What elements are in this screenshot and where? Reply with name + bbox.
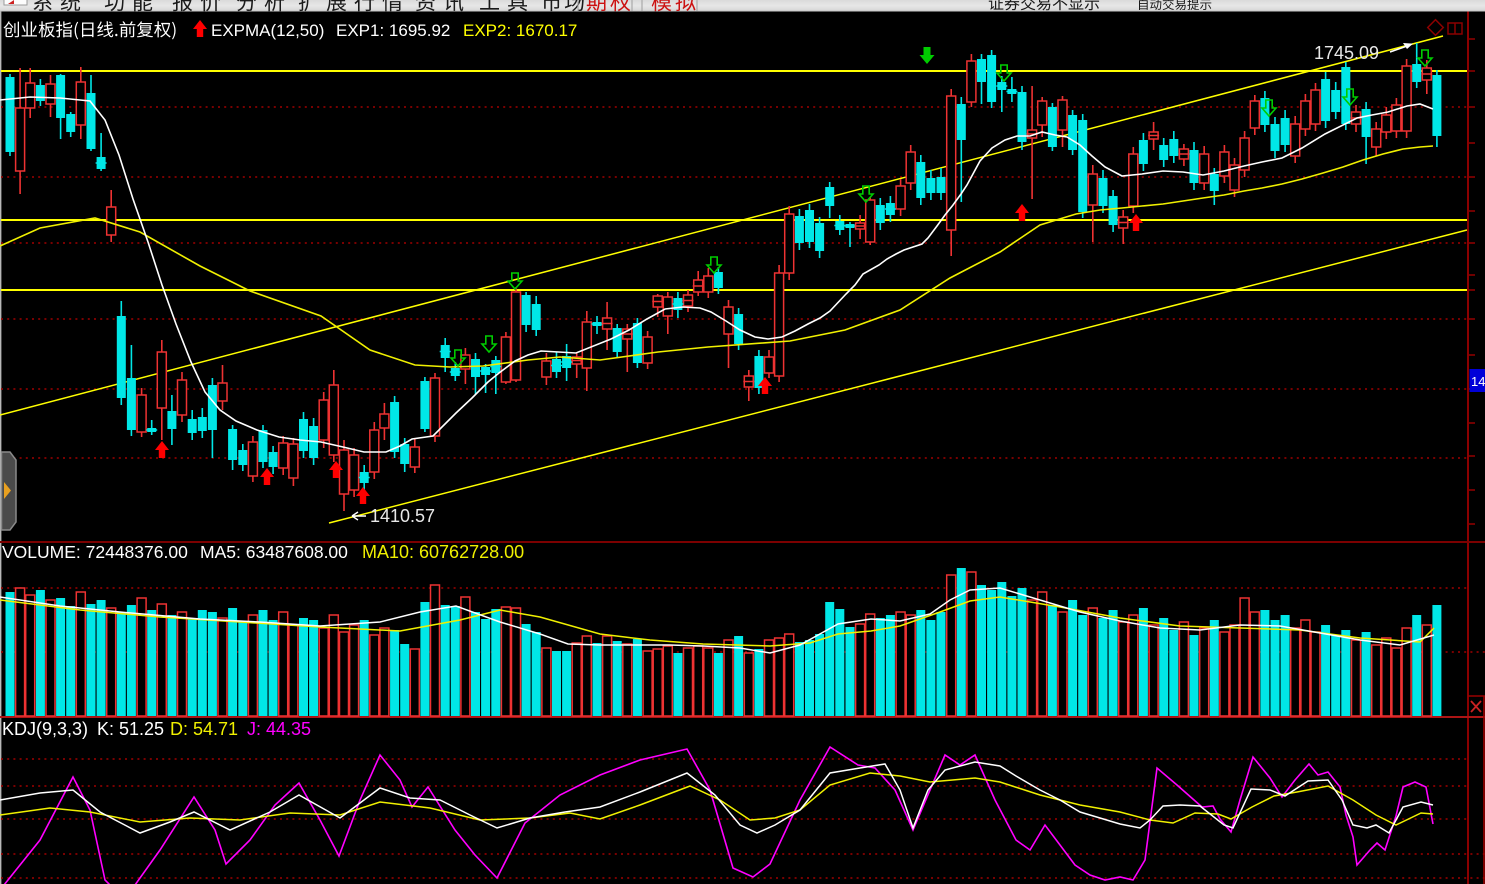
svg-text:K: 51.25: K: 51.25	[97, 719, 164, 739]
svg-text:EXP2: 1670.17: EXP2: 1670.17	[463, 21, 577, 40]
svg-text:14: 14	[1471, 374, 1485, 389]
svg-text:MA5: 63487608.00: MA5: 63487608.00	[200, 542, 348, 562]
svg-text:KDJ(9,3,3): KDJ(9,3,3)	[2, 719, 88, 739]
svg-text:D: 54.71: D: 54.71	[170, 719, 238, 739]
svg-text:J: 44.35: J: 44.35	[247, 719, 311, 739]
svg-text:VOLUME: 72448376.00: VOLUME: 72448376.00	[2, 542, 188, 562]
svg-text:EXPMA(12,50): EXPMA(12,50)	[211, 21, 324, 40]
svg-text:MA10: 60762728.00: MA10: 60762728.00	[362, 542, 524, 562]
svg-text:1745.09: 1745.09	[1314, 43, 1379, 63]
svg-text:1410.57: 1410.57	[370, 506, 435, 526]
svg-text:EXP1: 1695.92: EXP1: 1695.92	[336, 21, 450, 40]
